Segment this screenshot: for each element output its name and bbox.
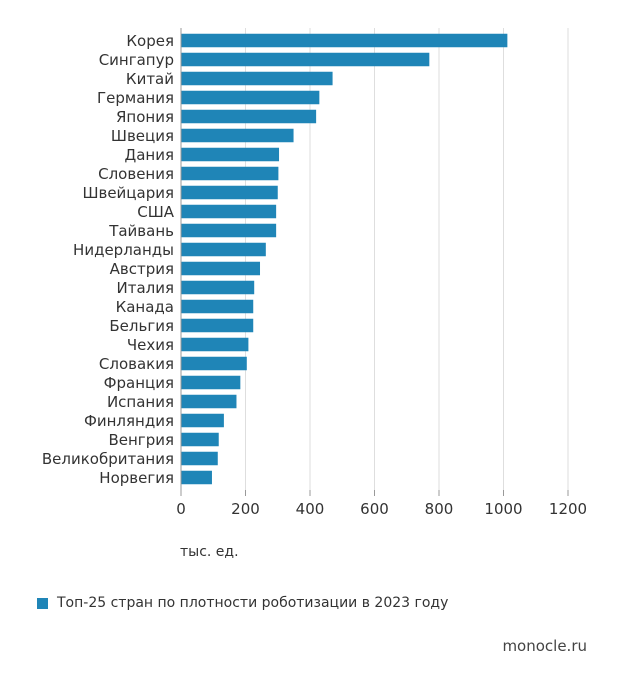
- category-label-10: Тайвань: [108, 222, 174, 240]
- bar-11: [181, 242, 266, 257]
- x-tick-label-4: 800: [425, 500, 454, 518]
- bar-13: [181, 280, 255, 295]
- x-tick-label-6: 1200: [549, 500, 587, 518]
- category-label-2: Китай: [126, 70, 174, 88]
- bar-chart: КореяСингапурКитайГерманияЯпонияШвецияДа…: [42, 28, 587, 518]
- category-label-0: Корея: [126, 32, 174, 50]
- category-label-17: Словакия: [99, 355, 174, 373]
- bar-12: [181, 261, 261, 276]
- bar-20: [181, 413, 224, 428]
- category-label-5: Швеция: [111, 127, 174, 145]
- bar-10: [181, 223, 277, 238]
- source-credit: monocle.ru: [502, 637, 587, 655]
- category-label-16: Чехия: [127, 336, 174, 354]
- category-label-20: Финляндия: [84, 412, 174, 430]
- bar-1: [181, 52, 430, 67]
- category-label-15: Бельгия: [109, 317, 174, 335]
- x-tick-label-1: 200: [231, 500, 260, 518]
- bar-16: [181, 337, 249, 352]
- bar-8: [181, 185, 278, 200]
- bar-19: [181, 394, 237, 409]
- category-label-23: Норвегия: [99, 469, 174, 487]
- bar-14: [181, 299, 254, 314]
- category-label-7: Словения: [98, 165, 174, 183]
- bar-3: [181, 90, 320, 105]
- category-label-6: Дания: [125, 146, 175, 164]
- category-label-13: Италия: [116, 279, 174, 297]
- category-label-12: Австрия: [110, 260, 174, 278]
- bar-23: [181, 470, 212, 485]
- legend: Топ-25 стран по плотности роботизации в …: [37, 594, 448, 612]
- bar-4: [181, 109, 317, 124]
- category-label-21: Венгрия: [108, 431, 174, 449]
- category-label-8: Швейцария: [82, 184, 174, 202]
- category-label-22: Великобритания: [42, 450, 174, 468]
- x-axis-unit-label: тыс. ед.: [180, 544, 239, 560]
- category-label-18: Франция: [104, 374, 174, 392]
- x-tick-label-5: 1000: [484, 500, 522, 518]
- category-label-19: Испания: [107, 393, 174, 411]
- x-tick-label-3: 600: [360, 500, 389, 518]
- category-label-9: США: [137, 203, 175, 221]
- bar-21: [181, 432, 219, 447]
- bar-6: [181, 147, 280, 162]
- legend-swatch: [37, 597, 48, 609]
- category-label-4: Япония: [116, 108, 174, 126]
- bar-7: [181, 166, 279, 181]
- category-label-11: Нидерланды: [73, 241, 174, 259]
- bar-0: [181, 33, 508, 48]
- category-label-3: Германия: [97, 89, 174, 107]
- category-label-1: Сингапур: [99, 51, 174, 69]
- category-label-14: Канада: [116, 298, 174, 316]
- x-tick-label-0: 0: [176, 500, 186, 518]
- legend-series-name: Топ-25 стран по плотности роботизации в …: [57, 595, 449, 611]
- bar-9: [181, 204, 277, 219]
- bar-18: [181, 375, 241, 390]
- x-tick-label-2: 400: [296, 500, 325, 518]
- bar-15: [181, 318, 254, 333]
- bar-22: [181, 451, 218, 466]
- bar-17: [181, 356, 247, 371]
- bar-2: [181, 71, 333, 86]
- bar-5: [181, 128, 294, 143]
